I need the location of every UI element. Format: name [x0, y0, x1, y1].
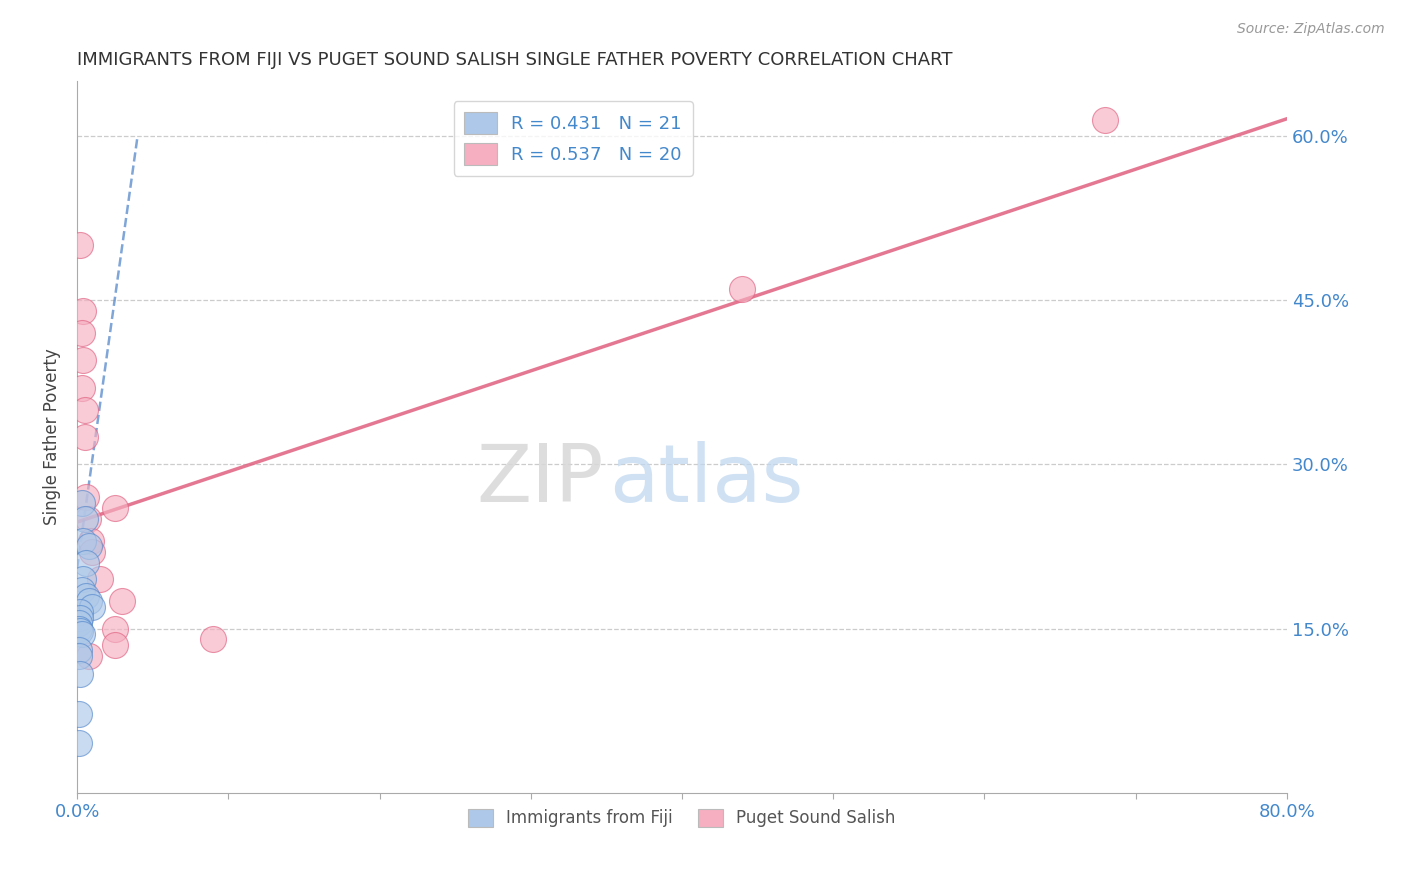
Point: [82, 545, 104, 559]
Point: [67, 706, 90, 721]
Point: [70, 381, 93, 395]
Text: IMMIGRANTS FROM FIJI VS PUGET SOUND SALISH SINGLE FATHER POVERTY CORRELATION CHA: IMMIGRANTS FROM FIJI VS PUGET SOUND SALI…: [77, 51, 953, 69]
Point: [70, 583, 93, 598]
Point: [70, 326, 93, 340]
Point: [67, 648, 90, 663]
Point: [67, 643, 90, 657]
Point: [82, 599, 104, 614]
Point: [72, 353, 94, 368]
Point: [104, 638, 127, 652]
Point: [77, 648, 100, 663]
Point: [69, 610, 91, 624]
Point: [76, 512, 98, 526]
Text: atlas: atlas: [609, 441, 804, 518]
Point: [67, 736, 90, 750]
Text: ZIP: ZIP: [477, 441, 603, 518]
Point: [72, 533, 94, 548]
Point: [80, 533, 103, 548]
Point: [202, 632, 225, 647]
Point: [73, 402, 96, 417]
Point: [69, 605, 91, 619]
Point: [70, 627, 93, 641]
Point: [67, 622, 90, 636]
Point: [731, 282, 754, 296]
Point: [104, 501, 127, 516]
Legend: Immigrants from Fiji, Puget Sound Salish: Immigrants from Fiji, Puget Sound Salish: [461, 802, 903, 834]
Point: [69, 624, 91, 638]
Point: [69, 667, 91, 681]
Point: [77, 594, 100, 608]
Point: [75, 490, 97, 504]
Point: [69, 238, 91, 252]
Point: [70, 496, 93, 510]
Point: [73, 430, 96, 444]
Text: Source: ZipAtlas.com: Source: ZipAtlas.com: [1237, 22, 1385, 37]
Point: [1094, 112, 1116, 127]
Point: [72, 572, 94, 586]
Point: [77, 540, 100, 554]
Point: [104, 622, 127, 636]
Point: [75, 589, 97, 603]
Point: [72, 304, 94, 318]
Point: [89, 572, 111, 586]
Point: [111, 594, 134, 608]
Point: [73, 512, 96, 526]
Point: [67, 615, 90, 630]
Point: [75, 556, 97, 570]
Y-axis label: Single Father Poverty: Single Father Poverty: [44, 349, 60, 525]
